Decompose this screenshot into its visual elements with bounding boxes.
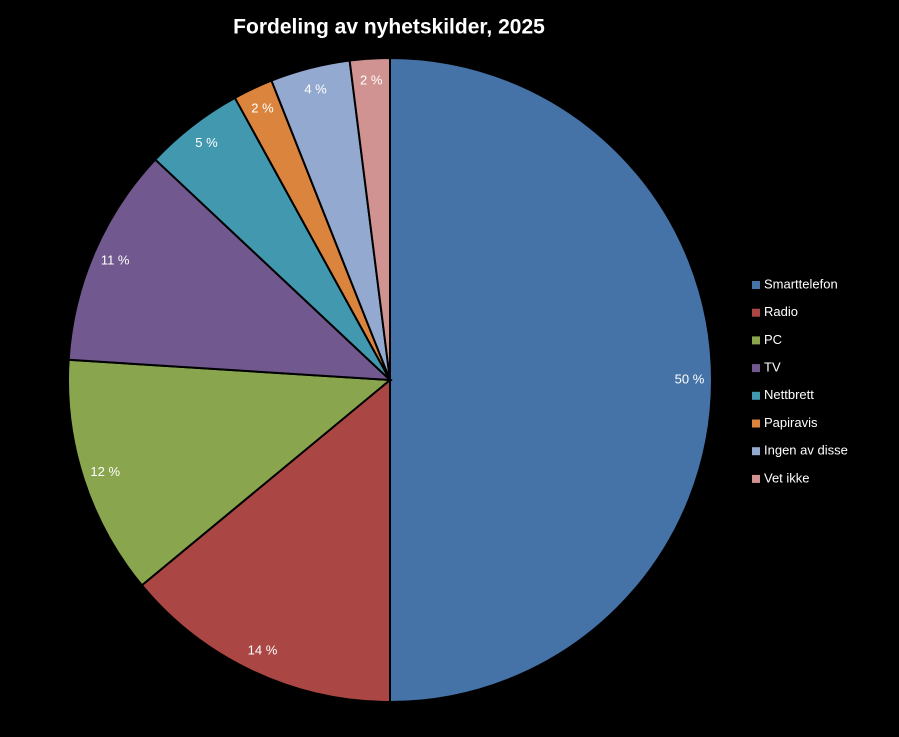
pie-slice: [389, 56, 713, 704]
data-label: 11 %: [101, 253, 130, 268]
legend-swatch: [752, 308, 760, 317]
pie-slice: [348, 56, 391, 381]
legend-label: PC: [764, 332, 782, 347]
pie-slice: [140, 377, 391, 704]
legend-label: Smarttelefon: [764, 276, 838, 291]
legend-swatch: [752, 419, 760, 428]
legend-swatch: [752, 281, 760, 289]
legend-label: Ingen av disse: [764, 443, 848, 458]
legend-label: TV: [764, 360, 781, 375]
legend-label: Radio: [764, 304, 798, 319]
data-label: 4 %: [304, 81, 327, 96]
legend-swatch: [752, 447, 760, 456]
legend-swatch: [752, 391, 760, 400]
legend-swatch: [752, 474, 760, 483]
data-label: 50 %: [675, 371, 705, 386]
data-label: 14 %: [248, 642, 278, 657]
data-label: 12 %: [90, 464, 120, 479]
data-label: 2 %: [360, 73, 383, 88]
legend-swatch: [752, 364, 760, 373]
pie-slice: [67, 158, 393, 382]
chart-title: Fordeling av nyhetskilder, 2025: [233, 16, 545, 39]
data-label: 2 %: [251, 100, 274, 115]
legend-label: Nettbrett: [764, 387, 814, 402]
legend-label: Papiravis: [764, 415, 818, 430]
pie-slice: [67, 358, 393, 587]
data-label: 5 %: [195, 135, 218, 150]
legend-swatch: [752, 336, 760, 345]
legend-label: Vet ikke: [764, 470, 810, 485]
